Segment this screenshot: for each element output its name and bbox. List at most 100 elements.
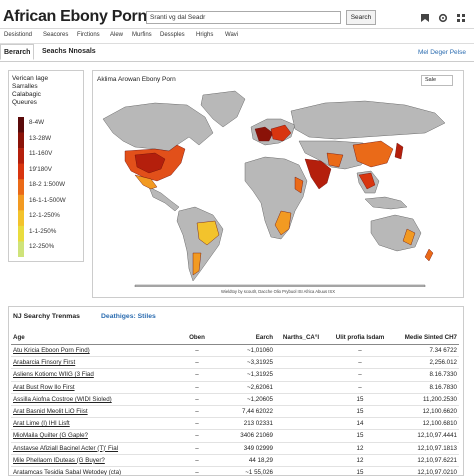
legend-panel: Verican Iage Sarralles Calabagic Queures… <box>8 70 84 262</box>
nav-item[interactable]: Hrighs <box>196 32 214 38</box>
row-title-link[interactable]: Asliens Kotiomc WIIG (3 Fiad <box>11 368 175 382</box>
table-cell: – <box>175 405 219 419</box>
row-title-link[interactable]: Arabarcia Finsory First <box>11 356 175 370</box>
table-cell: 8.16.7830 <box>393 381 459 394</box>
table-row[interactable]: MioMaila Quilter (G Gaple? –3406 21069 15 1… <box>11 429 459 443</box>
table-row[interactable]: Atu Kricia Eboon Porn Find) – ~1,01060–7.3… <box>11 344 459 358</box>
legend-label: 16-1-1-500W <box>29 196 66 204</box>
legend-title-line: Calabagic <box>12 91 41 98</box>
table-row[interactable]: Aratamcas Tesidia Sabal Wetodey (cta) – ~1… <box>11 466 459 475</box>
table-cell: – <box>175 356 219 370</box>
nav-item[interactable]: Dessples <box>160 32 185 38</box>
legend-swatch <box>18 194 24 211</box>
table-cell: – <box>175 454 219 467</box>
table-cell: 15 <box>327 405 393 419</box>
legend-label: 12-1-250% <box>29 212 60 220</box>
table-header-row: Age Oben Earch Narths_CA°I Ulit profia I… <box>11 331 459 345</box>
table-row[interactable]: Arabarcia Finsory First – ~3,31925–2,256.0… <box>11 356 459 370</box>
row-title-link[interactable]: Mile Phellaom IDuteas (G Buyer? <box>11 454 175 467</box>
world-heat-map[interactable] <box>95 89 459 287</box>
table-cell: – <box>175 466 219 475</box>
tab-search-models[interactable]: Seachs Nnosals <box>42 48 96 55</box>
row-title-link[interactable]: Anstavse Afiziall Bacinel Acter (T)' Fia… <box>11 442 175 455</box>
legend-swatch <box>18 241 24 257</box>
legend-swatch <box>18 117 24 133</box>
search-button[interactable]: Search <box>346 10 376 25</box>
table-cell: 12,100.6810 <box>393 417 459 431</box>
table-cell: 213 02331 <box>219 417 275 431</box>
table-cell: – <box>327 344 393 358</box>
table-row[interactable]: Anstavse Afiziall Bacinel Acter (T)' Fia… <box>11 442 459 455</box>
column-header[interactable]: Oben <box>175 331 219 345</box>
tab-statistics[interactable]: Deathiges: Stiles <box>101 313 156 320</box>
legend-label: 1-1-250% <box>29 227 57 235</box>
table-cell <box>275 393 327 406</box>
trends-table: Age Oben Earch Narths_CA°I Ulit profia I… <box>11 331 459 475</box>
legend-title-line: Sarralles <box>12 83 38 90</box>
nav-item[interactable]: Desistiond <box>4 32 33 38</box>
tab-search-trends[interactable]: NJ Searchy Trenmas <box>13 313 80 320</box>
tab-search[interactable]: Berarch <box>0 44 35 60</box>
bookmark-icon[interactable] <box>420 13 430 23</box>
row-title-link[interactable]: MioMaila Quilter (G Gaple? <box>11 429 175 443</box>
row-title-link[interactable]: Assilla Aiofna Costroe (WIDI Sioled) <box>11 393 175 406</box>
legend-swatch <box>18 163 24 180</box>
table-cell: ~3,31925 <box>219 356 275 370</box>
table-row[interactable]: Arat Bust Row Ilo First – ~2,62061–8.16.78… <box>11 381 459 394</box>
table-row[interactable]: Assilla Aiofna Costroe (WIDI Sioled) – ~1,… <box>11 393 459 406</box>
table-cell: 12,100.6620 <box>393 405 459 419</box>
row-title-link[interactable]: Arat Bust Row Ilo First <box>11 381 175 394</box>
table-cell: 7.34 6722 <box>393 344 459 358</box>
nav-item[interactable]: Wavi <box>225 32 239 38</box>
row-title-link[interactable]: Arat Lime (I) IHI Lisft <box>11 417 175 431</box>
search-trends-panel: NJ Searchy Trenmas Deathiges: Stiles Age… <box>8 306 464 476</box>
table-cell: 3406 21069 <box>219 429 275 443</box>
table-row[interactable]: Asliens Kotiomc WIIG (3 Fiad – ~1,31925–8.… <box>11 368 459 382</box>
row-title-link[interactable]: Atu Kricia Eboon Porn Find) <box>11 344 175 358</box>
row-title-link[interactable]: Aratamcas Tesidia Sabal Wetodey (cta) <box>11 466 175 475</box>
column-header[interactable]: Age <box>11 331 175 345</box>
table-cell: 14 <box>327 417 393 431</box>
table-cell: ~1 55,026 <box>219 466 275 475</box>
nav-item[interactable]: Firctions <box>77 32 100 38</box>
map-title: Aklima Arowan Ebony Porn <box>97 76 176 83</box>
legend-label: 18-2 1:500W <box>29 181 66 189</box>
table-row[interactable]: Arat Basnid Meolit LiO Fiist –7,44 62022 1… <box>11 405 459 419</box>
table-cell <box>275 417 327 431</box>
nav-item[interactable]: Seacores <box>43 32 69 38</box>
column-header[interactable]: Earch <box>219 331 275 345</box>
row-title-link[interactable]: Arat Basnid Meolit LiO Fiist <box>11 405 175 419</box>
search-input[interactable] <box>146 11 341 24</box>
legend-swatch <box>18 179 24 196</box>
site-logo[interactable]: African Ebony Porn <box>3 8 147 25</box>
legend-label: 13-28W <box>29 134 52 142</box>
column-header[interactable]: Ulit profia Isdam <box>327 331 393 345</box>
gear-icon[interactable] <box>438 13 448 23</box>
page-tabs: Berarch Seachs Nnosals Mel Deger Pelse <box>0 44 474 62</box>
table-cell: 12,10,97.0210 <box>393 466 459 475</box>
column-header[interactable]: Medie Sinted CH7 <box>393 331 459 345</box>
table-cell: 15 <box>327 466 393 475</box>
table-row[interactable]: Mile Phellaom IDuteas (G Buyer? –44 18,29… <box>11 454 459 467</box>
nav-item[interactable]: Murfins <box>132 32 152 38</box>
table-row[interactable]: Arat Lime (I) IHI Lisft –213 02331 14 12,10… <box>11 417 459 431</box>
legend-label: 19'180V <box>29 165 52 173</box>
table-cell: 44 18,29 <box>219 454 275 467</box>
table-cell: ~2,62061 <box>219 381 275 394</box>
map-select-dropdown[interactable]: Sale <box>421 75 453 86</box>
legend-title: Verican Iage Sarralles Calabagic Queures <box>12 75 82 107</box>
table-cell: ~1,01060 <box>219 344 275 358</box>
table-cell: – <box>175 429 219 443</box>
menu-grid-icon[interactable] <box>456 13 466 23</box>
table-cell: – <box>327 356 393 370</box>
column-header[interactable]: Narths_CA°I <box>275 331 327 345</box>
legend-swatch <box>18 225 24 242</box>
table-cell: 12 <box>327 454 393 467</box>
nav-item[interactable]: Alew <box>110 32 124 38</box>
more-link[interactable]: Mel Deger Pelse <box>417 49 466 56</box>
table-cell <box>275 344 327 358</box>
table-cell: 8.16.7330 <box>393 368 459 382</box>
table-cell <box>275 405 327 419</box>
table-cell <box>275 381 327 394</box>
legend-swatch <box>18 132 24 149</box>
